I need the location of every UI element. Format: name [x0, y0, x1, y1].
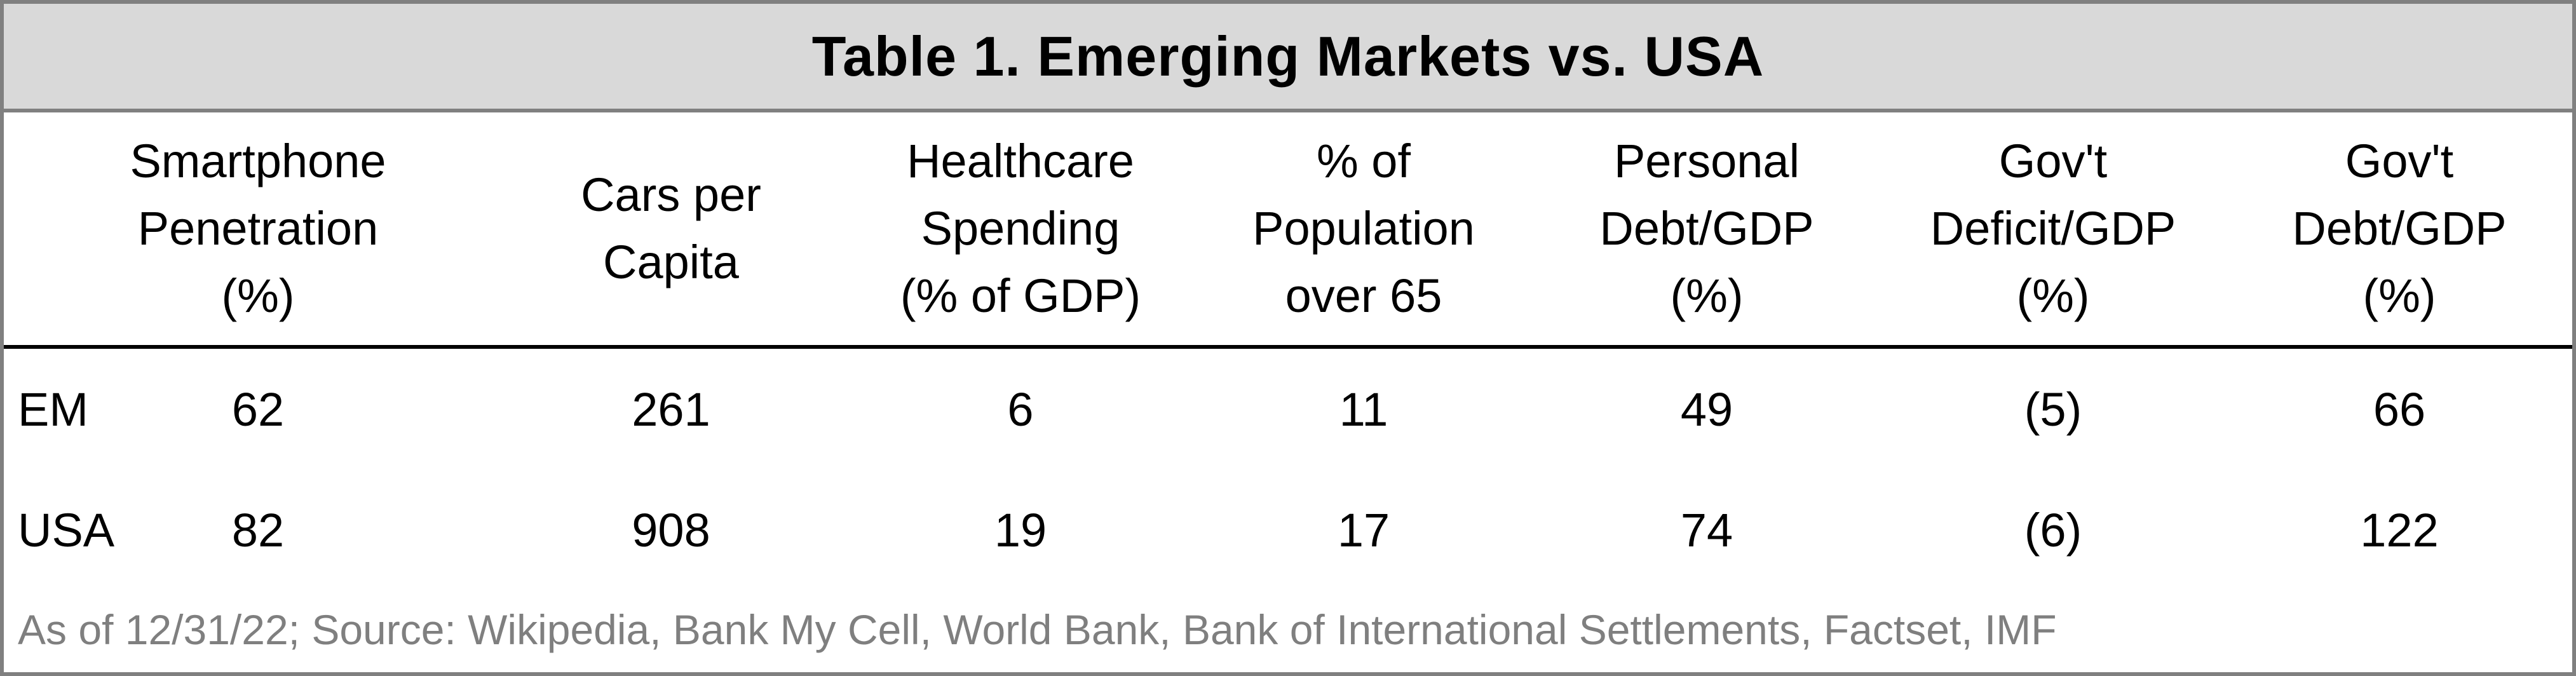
header-smartphone-penetration: Smartphone Penetration (%) — [130, 135, 386, 322]
header-govt-deficit-gdp: Gov't Deficit/GDP (%) — [1930, 135, 2176, 322]
cell-population-over-65: 11 — [1339, 382, 1388, 436]
table-row-usa: USA 82 908 19 17 74 (6) 122 — [4, 470, 2572, 590]
header-divider — [4, 345, 2572, 349]
cell-healthcare-spending: 6 — [1007, 382, 1034, 436]
header-cars-per-capita: Cars per Capita — [581, 168, 761, 288]
row-label: USA — [18, 503, 115, 557]
source-footnote: As of 12/31/22; Source: Wikipedia, Bank … — [18, 606, 2057, 653]
cell-cars-per-capita: 908 — [632, 503, 710, 557]
row-label: EM — [18, 382, 88, 436]
cell-govt-deficit-gdp: (5) — [2024, 382, 2082, 436]
header-personal-debt-gdp: Personal Debt/GDP (%) — [1599, 135, 1814, 322]
cell-govt-debt-gdp: 122 — [2360, 503, 2439, 557]
header-population-over-65: % of Population over 65 — [1252, 135, 1475, 322]
cell-personal-debt-gdp: 74 — [1680, 503, 1733, 557]
cell-personal-debt-gdp: 49 — [1680, 382, 1733, 436]
table-row-em: EM 62 261 6 11 49 (5) 66 — [4, 349, 2572, 470]
cell-population-over-65: 17 — [1337, 503, 1390, 557]
cell-govt-deficit-gdp: (6) — [2024, 503, 2082, 557]
cell-healthcare-spending: 19 — [994, 503, 1047, 557]
header-row: Smartphone Penetration (%) Cars per Capi… — [4, 112, 2572, 345]
cell-smartphone-penetration: 82 — [231, 503, 285, 557]
header-govt-debt-gdp: Gov't Debt/GDP (%) — [2292, 135, 2507, 322]
cell-govt-debt-gdp: 66 — [2373, 382, 2426, 436]
cell-smartphone-penetration: 62 — [231, 382, 285, 436]
header-healthcare-spending: Healthcare Spending (% of GDP) — [900, 135, 1141, 322]
table-title: Table 1. Emerging Markets vs. USA — [811, 24, 1765, 88]
title-bar: Table 1. Emerging Markets vs. USA — [4, 4, 2572, 112]
cell-cars-per-capita: 261 — [632, 382, 710, 436]
